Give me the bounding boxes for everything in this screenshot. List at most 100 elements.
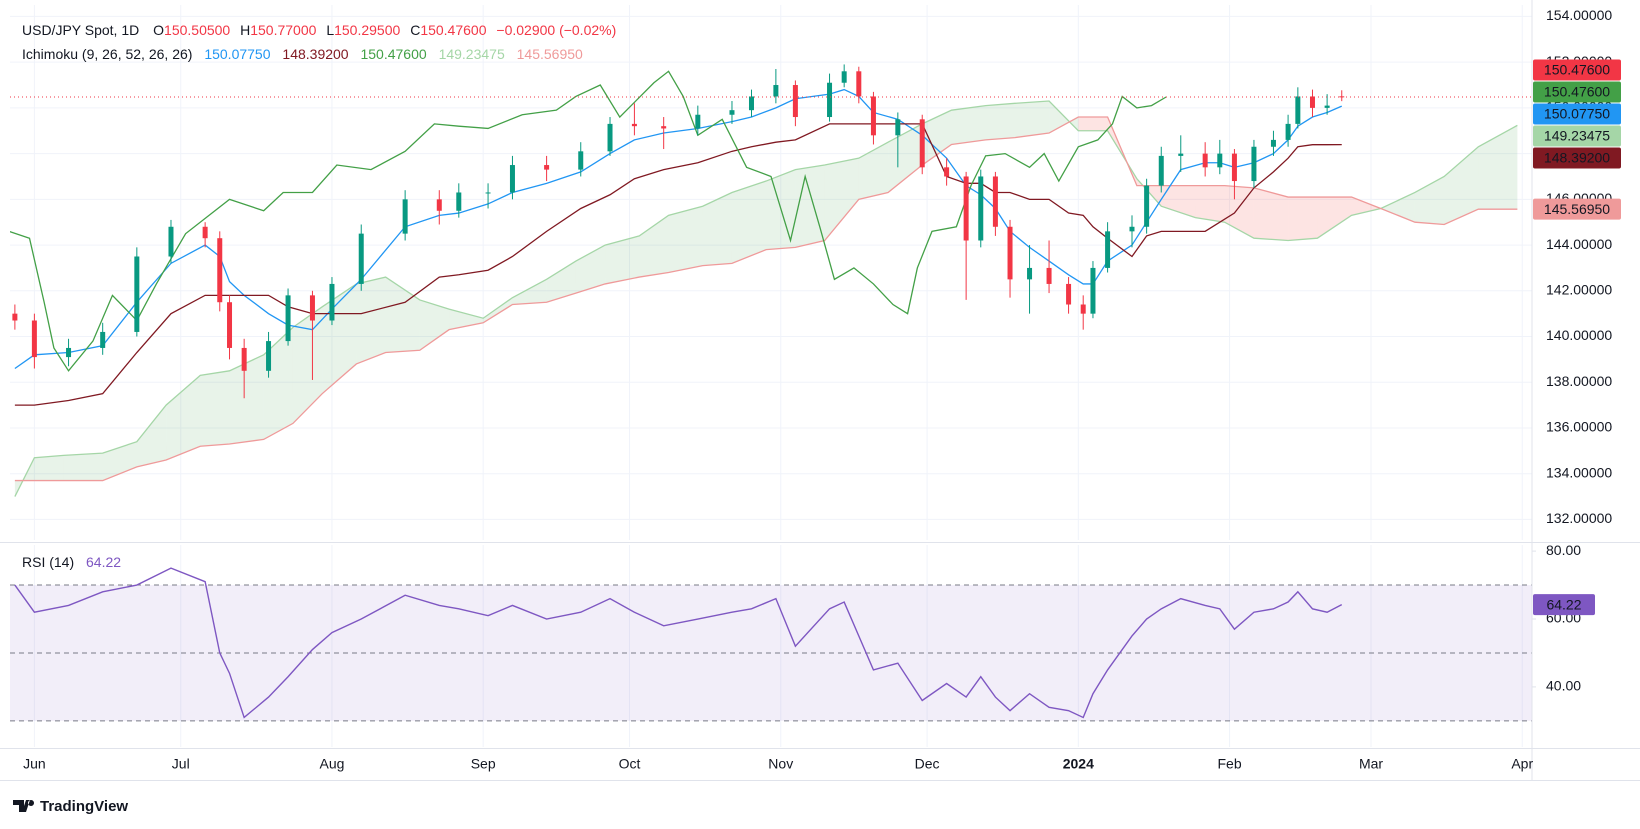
rsi-pane xyxy=(10,567,1532,722)
candle-body xyxy=(661,126,667,129)
y-tick-label: 140.00000 xyxy=(1546,327,1612,343)
candle-body xyxy=(773,85,779,97)
cloud-segment xyxy=(1014,101,1050,138)
candle-body xyxy=(217,238,223,303)
cloud-segment xyxy=(102,441,137,481)
cloud-segment xyxy=(356,277,386,364)
y-tick-label: 134.00000 xyxy=(1546,464,1612,480)
price-tag-label: 150.47600 xyxy=(1544,62,1610,78)
candle-body xyxy=(285,295,291,342)
candle-body xyxy=(919,119,925,168)
cloud-segment xyxy=(166,375,201,460)
y-tick-label: 154.00000 xyxy=(1546,7,1612,23)
ohlc-prefix: L xyxy=(326,22,334,38)
price-tag xyxy=(1533,147,1621,169)
ohlc-prefix: C xyxy=(410,22,420,38)
ohlc-value: 150.77000 xyxy=(250,22,316,38)
grid-layer xyxy=(10,5,1532,747)
price-pane xyxy=(10,64,1532,497)
candle-body xyxy=(66,347,72,358)
candle-body xyxy=(963,176,969,241)
cloud-segment xyxy=(858,142,889,200)
price-tag-label: 150.07750 xyxy=(1544,106,1610,122)
price-tag-label: 145.56950 xyxy=(1544,201,1610,217)
candle-body xyxy=(1007,226,1013,280)
indicator-line xyxy=(10,70,1167,372)
cloud-segment xyxy=(63,453,103,481)
x-tick-label: Feb xyxy=(1217,756,1241,772)
axis-layer: Jun Jul Aug Sep Oct Nov Dec 2024 Feb Mar Apr 132.00… xyxy=(23,7,1621,772)
cloud-segment xyxy=(34,455,64,481)
cloud-segment xyxy=(1478,125,1518,210)
indicator-value: 150.47600 xyxy=(360,46,426,62)
price-change: −0.02900 (−0.02%) xyxy=(496,22,616,38)
indicator-header: Ichimoku (9, 26, 52, 26, 26) 150.07750 1… xyxy=(22,46,583,62)
candle-body xyxy=(227,302,233,348)
rsi-line xyxy=(14,567,1343,719)
cloud-segment xyxy=(385,277,420,353)
price-tag xyxy=(1533,125,1621,147)
candle-body xyxy=(1046,267,1052,284)
y-tick-label: 132.00000 xyxy=(1546,510,1612,526)
candle-body xyxy=(241,347,247,371)
candle-body xyxy=(509,165,515,193)
candle-body xyxy=(1339,96,1345,98)
candle-body xyxy=(100,331,106,348)
candle-body xyxy=(841,71,847,83)
price-tag xyxy=(1533,198,1621,220)
cloud-segment xyxy=(824,158,859,241)
candle-body xyxy=(134,256,140,332)
candle-body xyxy=(827,82,833,118)
cloud-segment xyxy=(512,279,547,305)
x-tick-label: Jun xyxy=(23,756,46,772)
candle-body xyxy=(1217,153,1223,168)
indicator-title: Ichimoku (9, 26, 52, 26, 26) xyxy=(22,46,192,62)
ohlc-value: 150.29500 xyxy=(334,22,400,38)
cloud-segment xyxy=(229,354,264,444)
candle-body xyxy=(1129,226,1135,232)
candle-body xyxy=(1202,153,1208,168)
price-tag-label: 148.39200 xyxy=(1544,150,1610,166)
cloud-segment xyxy=(605,235,640,284)
ohlc-prefix: O xyxy=(153,22,164,38)
cloud-segment xyxy=(1380,192,1415,223)
x-tick-label: Mar xyxy=(1359,756,1383,772)
candle-body xyxy=(792,85,798,118)
indicator-value: 145.56950 xyxy=(517,46,583,62)
x-tick-label: Apr xyxy=(1511,756,1533,772)
candle-body xyxy=(695,114,701,129)
candle-body xyxy=(578,151,584,170)
cloud-segment xyxy=(292,306,323,424)
candle-body xyxy=(631,123,637,127)
cloud-segment xyxy=(668,206,703,273)
cloud-segment xyxy=(922,110,952,166)
symbol: USD/JPY Spot, 1D xyxy=(22,22,139,38)
candle-body xyxy=(358,233,364,284)
cloud-segment xyxy=(702,192,732,266)
candle-body xyxy=(266,341,272,371)
y-tick-label: 136.00000 xyxy=(1546,419,1612,435)
rsi-title: RSI (14) xyxy=(22,554,74,570)
cloud-segment xyxy=(449,309,484,330)
brand-logo: TradingView xyxy=(13,798,128,815)
cloud-segment xyxy=(1414,176,1445,225)
y-tick-label: 80.00 xyxy=(1546,542,1581,558)
candle-body xyxy=(1144,185,1150,227)
ohlc-value: 150.50500 xyxy=(164,22,230,38)
cloud-segment xyxy=(1253,187,1289,241)
cloud-segment xyxy=(888,123,923,193)
candle-body xyxy=(436,199,442,211)
candle-body xyxy=(1178,153,1184,156)
price-tag xyxy=(1533,103,1621,125)
candle-body xyxy=(1090,267,1096,314)
cloud-segment xyxy=(136,405,167,467)
logo-icon xyxy=(13,800,35,812)
x-tick-label: 2024 xyxy=(1063,756,1094,772)
ohlc-value: 150.47600 xyxy=(420,22,486,38)
x-tick-label: Jul xyxy=(172,756,190,772)
candle-body xyxy=(1285,123,1291,140)
candle-body xyxy=(485,192,491,194)
x-tick-label: Nov xyxy=(768,756,793,772)
candle-body xyxy=(870,96,876,136)
x-tick-label: Sep xyxy=(471,756,496,772)
